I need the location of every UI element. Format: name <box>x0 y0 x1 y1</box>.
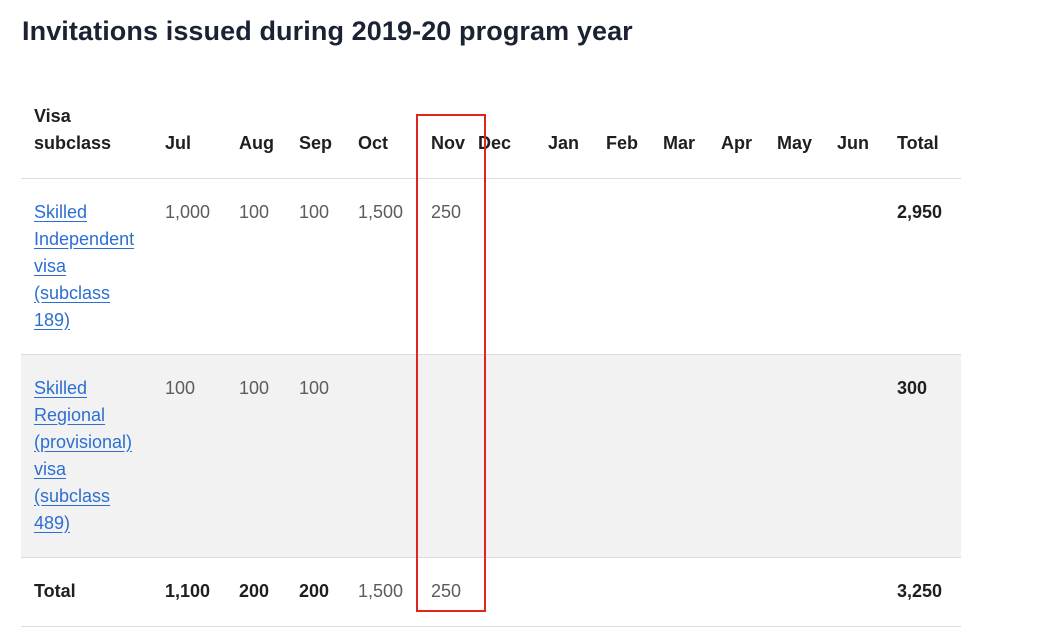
total-cell <box>764 556 824 627</box>
header-total: Total <box>897 132 939 153</box>
value-cell: 250 <box>417 177 476 354</box>
value-cell <box>535 177 593 354</box>
visa-189-link[interactable]: Skilled Independent visa (subclass 189) <box>34 201 135 330</box>
value-cell: 100 <box>286 353 345 557</box>
invitations-table: Visa subclass Jul Aug Sep Oct Nov Dec Jan… <box>21 96 961 627</box>
header-visa-subclass: Visa subclass <box>34 105 112 153</box>
total-cell: 250 <box>417 556 476 627</box>
value-cell: 100 <box>226 177 286 354</box>
row-total: 2,950 <box>884 177 961 354</box>
value-cell: 1,500 <box>345 177 417 354</box>
value-cell <box>708 353 764 557</box>
header-month: Jul <box>165 132 192 153</box>
visa-cell: Skilled Regional (provisional) visa (sub… <box>21 353 152 557</box>
total-cell <box>708 556 764 627</box>
total-cell: 200 <box>226 556 286 627</box>
value-cell <box>417 353 476 557</box>
value-cell: 100 <box>226 353 286 557</box>
header-row: Visa subclass Jul Aug Sep Oct Nov Dec Jan… <box>21 96 961 178</box>
value-cell <box>650 353 708 557</box>
value-cell <box>345 353 417 557</box>
total-label: Total <box>21 556 152 627</box>
total-cell <box>535 556 593 627</box>
header-month: Feb <box>606 132 639 153</box>
total-cell: 200 <box>286 556 345 627</box>
total-cell <box>650 556 708 627</box>
visa-cell: Skilled Independent visa (subclass 189) <box>21 177 152 354</box>
header-month: Apr <box>721 132 752 153</box>
total-cell <box>593 556 650 627</box>
header-month: Aug <box>239 132 274 153</box>
header-month: Sep <box>299 132 333 153</box>
value-cell <box>593 353 650 557</box>
header-month: Jan <box>548 132 580 153</box>
value-cell <box>650 177 708 354</box>
value-cell: 100 <box>286 177 345 354</box>
total-cell <box>824 556 884 627</box>
table-row: Skilled Regional (provisional) visa (sub… <box>21 353 961 557</box>
value-cell: 100 <box>152 353 226 557</box>
header-month: May <box>777 132 813 153</box>
value-cell <box>824 353 884 557</box>
header-month: Nov <box>431 132 466 153</box>
value-cell <box>764 177 824 354</box>
total-cell: 1,100 <box>152 556 226 627</box>
value-cell <box>476 177 535 354</box>
value-cell <box>708 177 764 354</box>
grand-total: 3,250 <box>884 556 961 627</box>
value-cell <box>593 177 650 354</box>
value-cell <box>535 353 593 557</box>
header-month: Mar <box>663 132 696 153</box>
total-cell: 1,500 <box>345 556 417 627</box>
header-month: Jun <box>837 132 870 153</box>
value-cell <box>824 177 884 354</box>
value-cell <box>476 353 535 557</box>
header-month: Oct <box>358 132 389 153</box>
value-cell: 1,000 <box>152 177 226 354</box>
total-cell <box>476 556 535 627</box>
value-cell <box>764 353 824 557</box>
visa-489-link[interactable]: Skilled Regional (provisional) visa (sub… <box>34 377 133 533</box>
row-total: 300 <box>884 353 961 557</box>
page-title: Invitations issued during 2019-20 progra… <box>22 16 633 46</box>
total-row: Total 1,100 200 200 1,500 250 3,250 <box>21 556 961 627</box>
header-month: Dec <box>478 132 512 153</box>
table-row: Skilled Independent visa (subclass 189) … <box>21 177 961 354</box>
